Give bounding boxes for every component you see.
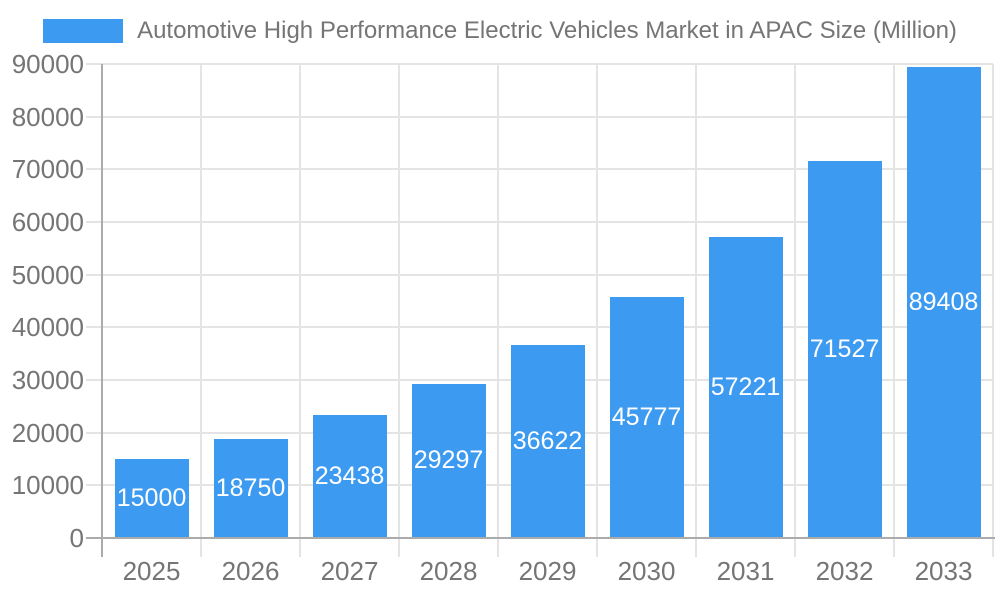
gridline xyxy=(102,63,993,65)
x-axis-label: 2029 xyxy=(518,556,577,586)
y-tick-mark xyxy=(86,326,102,329)
x-axis-label: 2028 xyxy=(419,556,478,586)
x-axis-label: 2031 xyxy=(716,556,775,586)
bar: 15000 xyxy=(114,459,189,538)
bar: 18750 xyxy=(213,439,288,538)
x-gridline xyxy=(398,64,400,557)
x-gridline xyxy=(596,64,598,557)
y-axis-label: 40000 xyxy=(11,312,84,343)
y-axis-label: 70000 xyxy=(11,154,84,185)
x-axis-label: 2025 xyxy=(122,556,181,586)
y-axis-label: 50000 xyxy=(11,259,84,290)
gridline xyxy=(102,168,993,171)
x-axis-line xyxy=(86,537,995,539)
x-gridline xyxy=(794,64,796,557)
bar: 45777 xyxy=(609,296,684,538)
legend-swatch xyxy=(43,19,124,43)
y-axis-label: 0 xyxy=(69,523,84,553)
x-gridline xyxy=(992,64,994,557)
bar-value-label: 57221 xyxy=(710,372,781,401)
chart-title: Automotive High Performance Electric Veh… xyxy=(137,17,957,44)
legend: Automotive High Performance Electric Veh… xyxy=(0,17,1000,45)
y-tick-mark xyxy=(86,63,102,65)
x-axis-label: 2027 xyxy=(320,556,379,586)
x-gridline xyxy=(695,64,697,557)
y-axis-label: 60000 xyxy=(11,207,84,237)
bar-value-label: 18750 xyxy=(215,474,286,503)
bar: 23438 xyxy=(312,414,387,538)
bar-value-label: 45777 xyxy=(611,402,682,431)
y-tick-mark xyxy=(86,168,102,171)
x-gridline xyxy=(200,64,202,557)
bar: 29297 xyxy=(411,383,486,538)
bar-value-label: 89408 xyxy=(908,288,979,317)
x-gridline xyxy=(893,64,895,557)
y-axis-line xyxy=(101,64,103,557)
x-axis-label: 2030 xyxy=(617,556,676,586)
y-tick-mark xyxy=(86,273,102,276)
y-tick-mark xyxy=(86,484,102,487)
y-tick-mark xyxy=(86,431,102,434)
bar: 89408 xyxy=(906,67,981,538)
y-tick-mark xyxy=(86,221,102,223)
bar-value-label: 23438 xyxy=(314,461,385,490)
y-tick-mark xyxy=(86,115,102,118)
y-axis-label: 30000 xyxy=(11,365,84,395)
bar-value-label: 36622 xyxy=(512,427,583,456)
x-axis-label: 2026 xyxy=(221,556,280,586)
gridline xyxy=(102,115,993,118)
x-gridline xyxy=(299,64,301,557)
bar-value-label: 71527 xyxy=(809,335,880,364)
bar: 36622 xyxy=(510,345,585,538)
bar: 57221 xyxy=(708,236,783,538)
x-axis-label: 2032 xyxy=(815,556,874,586)
y-axis-label: 80000 xyxy=(11,101,84,132)
bar: 71527 xyxy=(807,161,882,538)
gridline xyxy=(102,273,993,276)
y-axis-label: 20000 xyxy=(11,417,84,448)
x-axis-label: 2033 xyxy=(914,556,973,586)
bar-value-label: 29297 xyxy=(413,446,484,475)
gridline xyxy=(102,221,993,223)
bar-value-label: 15000 xyxy=(116,484,187,512)
y-axis-label: 90000 xyxy=(11,49,84,79)
y-axis-label: 10000 xyxy=(11,470,84,501)
gridline xyxy=(102,326,993,329)
y-tick-mark xyxy=(86,379,102,381)
x-gridline xyxy=(497,64,499,557)
